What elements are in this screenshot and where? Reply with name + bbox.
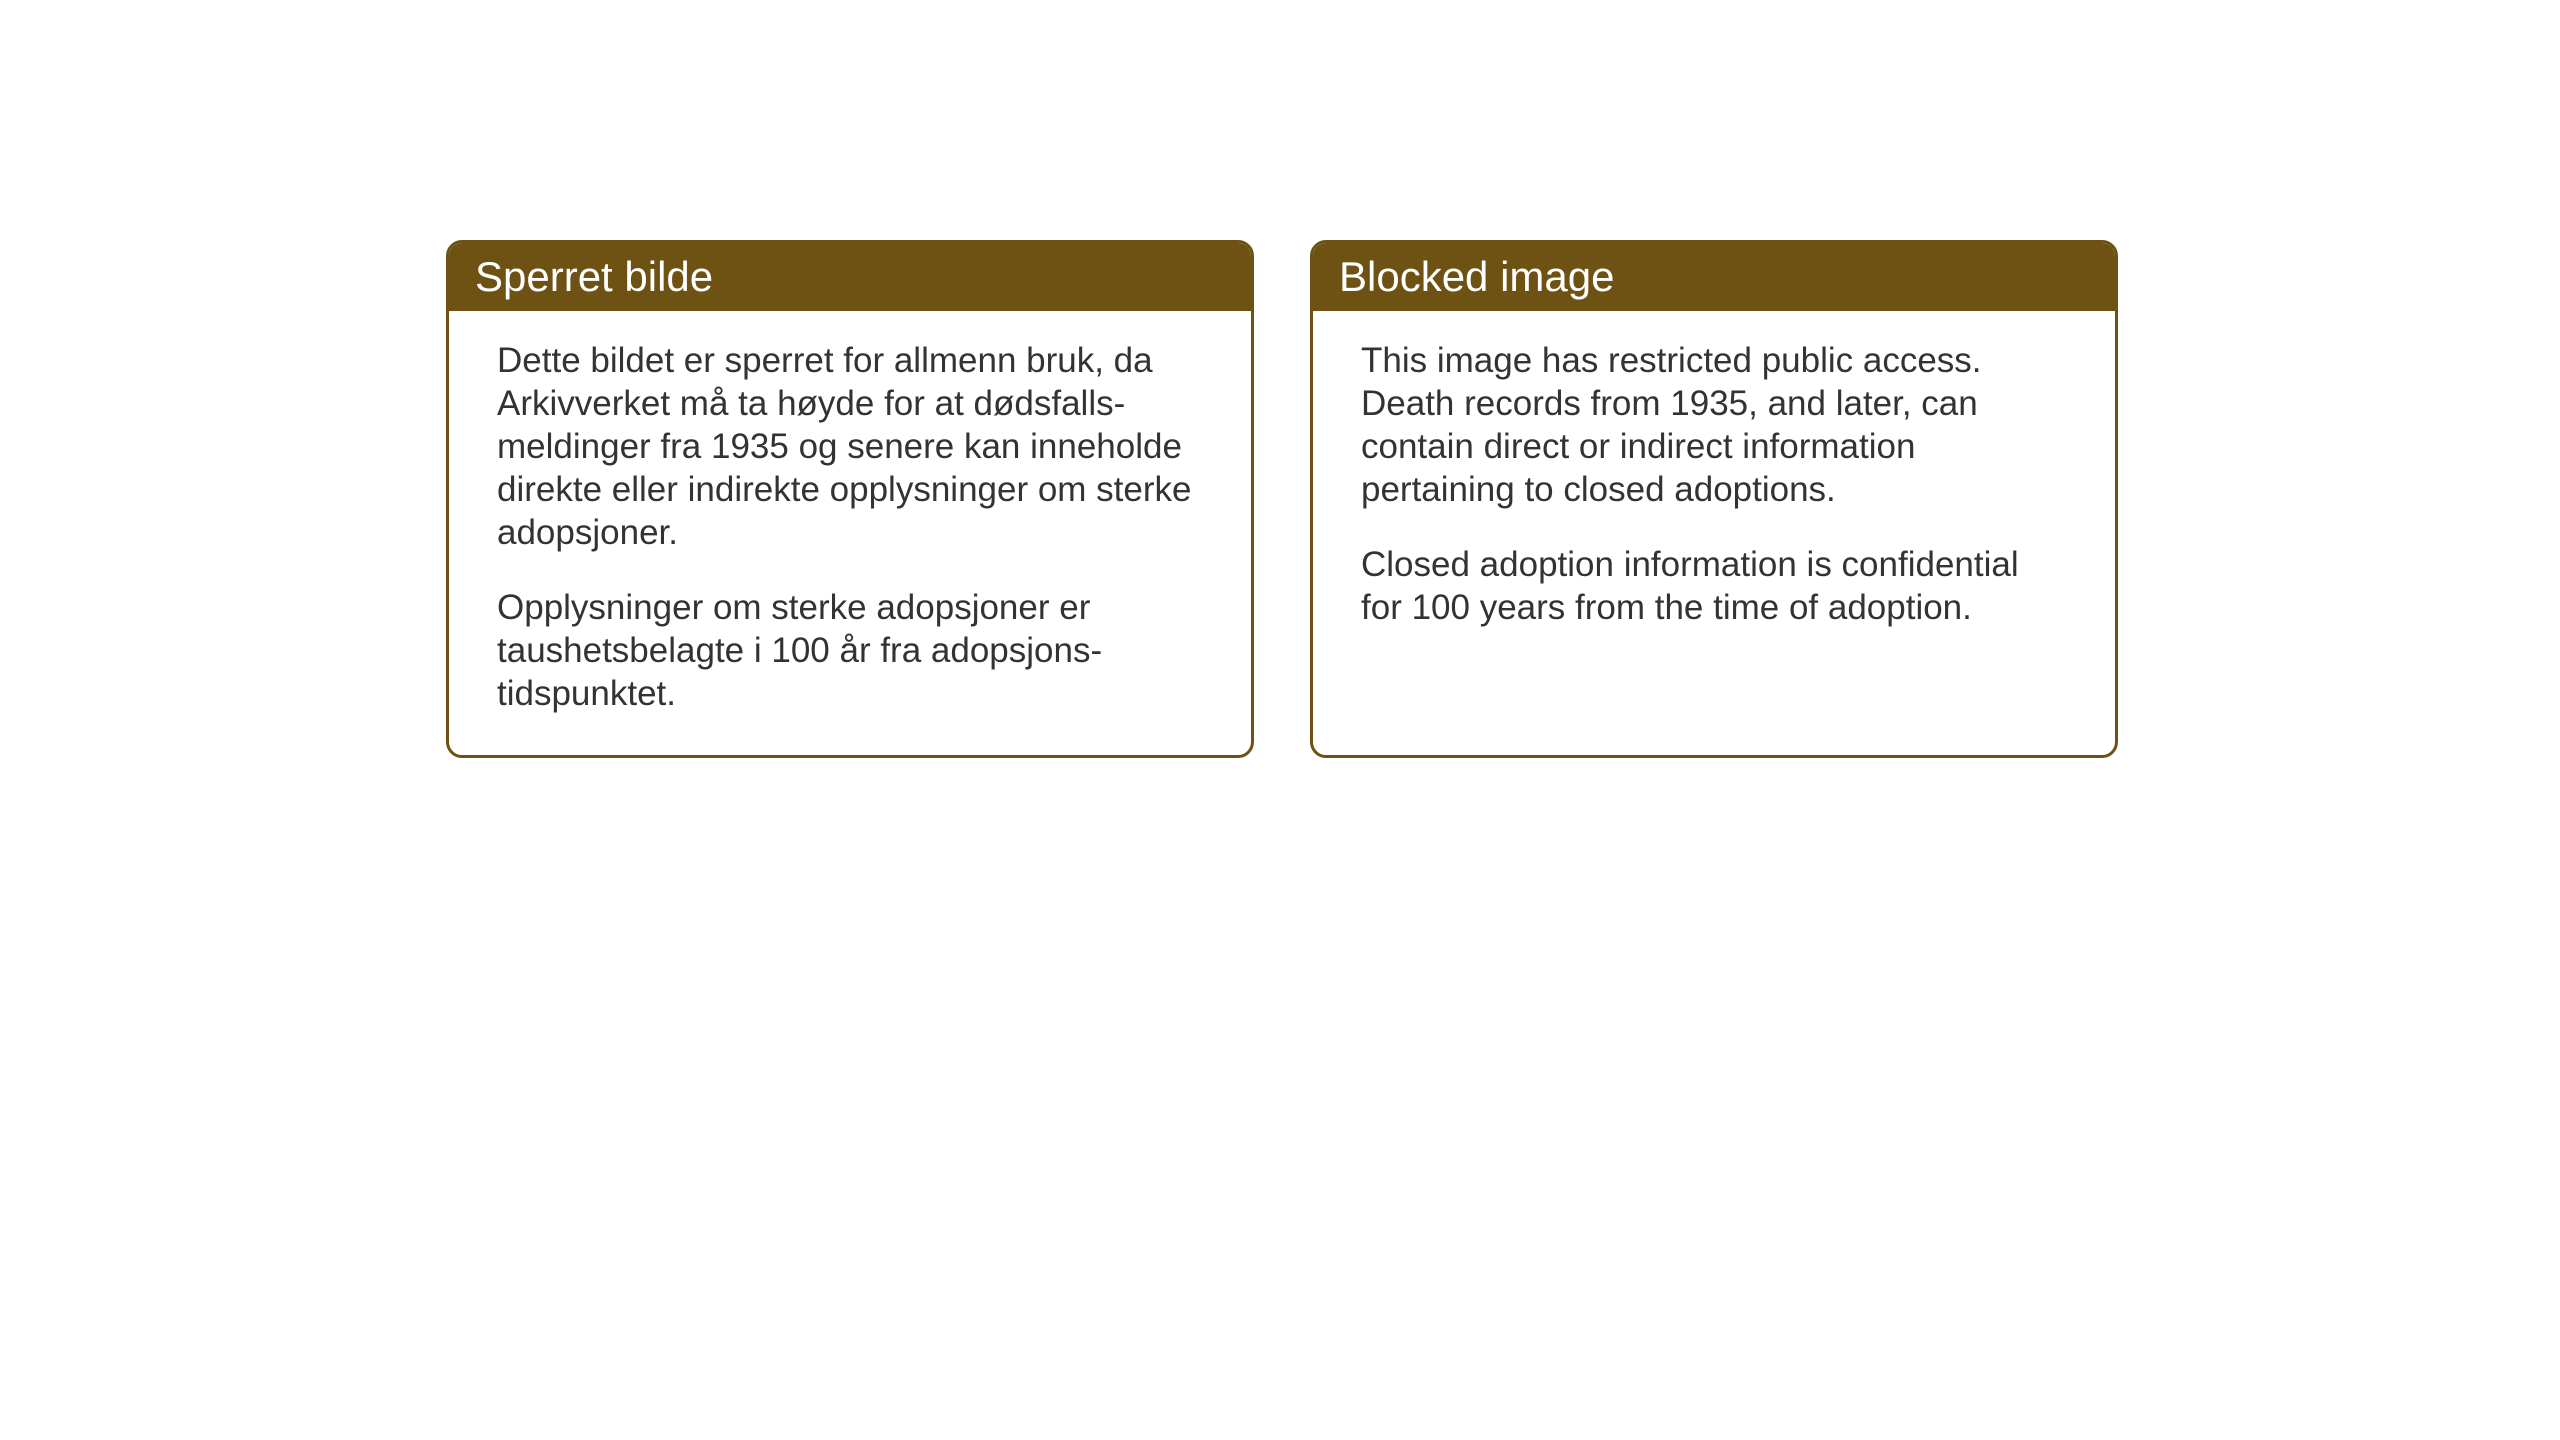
- english-paragraph-2: Closed adoption information is confident…: [1361, 543, 2067, 629]
- english-paragraph-1: This image has restricted public access.…: [1361, 339, 2067, 511]
- notice-container: Sperret bilde Dette bildet er sperret fo…: [446, 240, 2118, 758]
- english-card-body: This image has restricted public access.…: [1313, 311, 2115, 669]
- norwegian-card-title: Sperret bilde: [449, 243, 1251, 311]
- norwegian-card-body: Dette bildet er sperret for allmenn bruk…: [449, 311, 1251, 755]
- norwegian-paragraph-2: Opplysninger om sterke adopsjoner er tau…: [497, 586, 1203, 715]
- english-card-title: Blocked image: [1313, 243, 2115, 311]
- norwegian-paragraph-1: Dette bildet er sperret for allmenn bruk…: [497, 339, 1203, 554]
- norwegian-notice-card: Sperret bilde Dette bildet er sperret fo…: [446, 240, 1254, 758]
- english-notice-card: Blocked image This image has restricted …: [1310, 240, 2118, 758]
